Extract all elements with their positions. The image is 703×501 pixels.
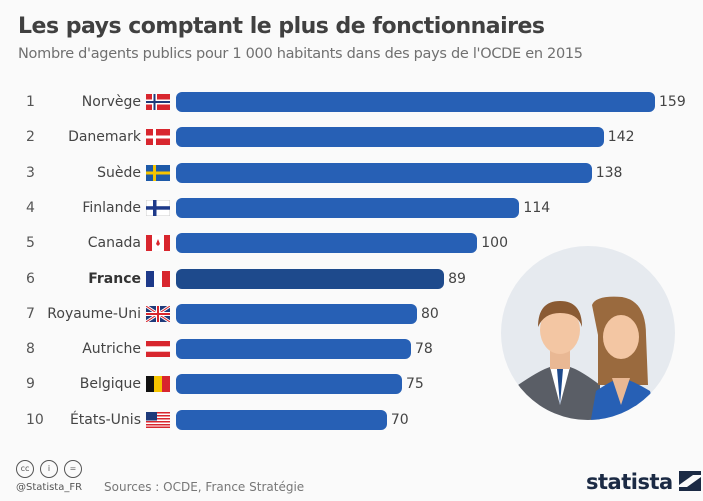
chart-subtitle: Nombre d'agents publics pour 1 000 habit…	[18, 46, 583, 62]
flag-icon	[146, 306, 170, 322]
value-label: 89	[448, 271, 466, 287]
country-label: Autriche	[82, 341, 141, 357]
country-label: Belgique	[79, 376, 141, 392]
statista-logo-icon	[679, 471, 702, 491]
rank-label: 2	[26, 129, 35, 145]
value-label: 142	[607, 129, 635, 145]
twitter-handle[interactable]: @Statista_FR	[16, 482, 83, 493]
bar	[176, 198, 520, 218]
country-label: Canada	[87, 235, 141, 251]
bar	[176, 339, 411, 359]
value-label: 100	[481, 235, 508, 251]
bar	[176, 127, 604, 147]
rank-label: 5	[26, 235, 35, 251]
flag-icon	[146, 412, 170, 428]
bar	[176, 410, 387, 430]
country-label: France	[88, 271, 141, 287]
statista-logo[interactable]: statista	[586, 470, 702, 494]
country-label: Danemark	[68, 129, 141, 145]
value-label: 78	[414, 341, 433, 357]
flag-icon	[146, 94, 170, 110]
civil-servants-illustration	[501, 246, 675, 420]
rank-label: 7	[26, 306, 35, 322]
bar	[176, 233, 478, 253]
source-note: Sources : OCDE, France Stratégie	[104, 480, 305, 494]
cc-icon: cc	[16, 460, 34, 478]
bar	[176, 304, 417, 324]
rank-label: 4	[26, 200, 35, 216]
bar	[176, 163, 592, 183]
flag-icon	[146, 165, 170, 181]
rank-label: 9	[26, 376, 35, 392]
country-label: Suède	[97, 165, 141, 181]
country-label: États-Unis	[69, 412, 141, 428]
flag-icon	[146, 129, 170, 145]
flag-icon	[146, 200, 170, 216]
flag-icon	[146, 341, 170, 357]
nd-icon: =	[64, 460, 82, 478]
rank-label: 10	[26, 412, 44, 428]
value-label: 114	[523, 200, 551, 216]
country-label: Finlande	[82, 200, 141, 216]
by-icon: i	[40, 460, 58, 478]
bar	[176, 92, 655, 112]
country-label: Norvège	[81, 94, 141, 110]
value-label: 70	[390, 412, 409, 428]
flag-icon	[146, 235, 170, 251]
rank-label: 8	[26, 341, 35, 357]
rank-label: 6	[26, 271, 35, 287]
value-label: 80	[421, 306, 439, 322]
chart-title: Les pays comptant le plus de fonctionnai…	[18, 14, 545, 39]
value-label: 138	[595, 165, 623, 181]
bar	[176, 374, 402, 394]
flag-icon	[146, 376, 170, 392]
value-label: 159	[659, 94, 686, 110]
bar	[176, 269, 445, 289]
rank-label: 1	[26, 94, 35, 110]
flag-icon	[146, 271, 170, 287]
rank-label: 3	[26, 165, 35, 181]
country-label: Royaume-Uni	[47, 306, 141, 322]
value-label: 75	[405, 376, 424, 392]
